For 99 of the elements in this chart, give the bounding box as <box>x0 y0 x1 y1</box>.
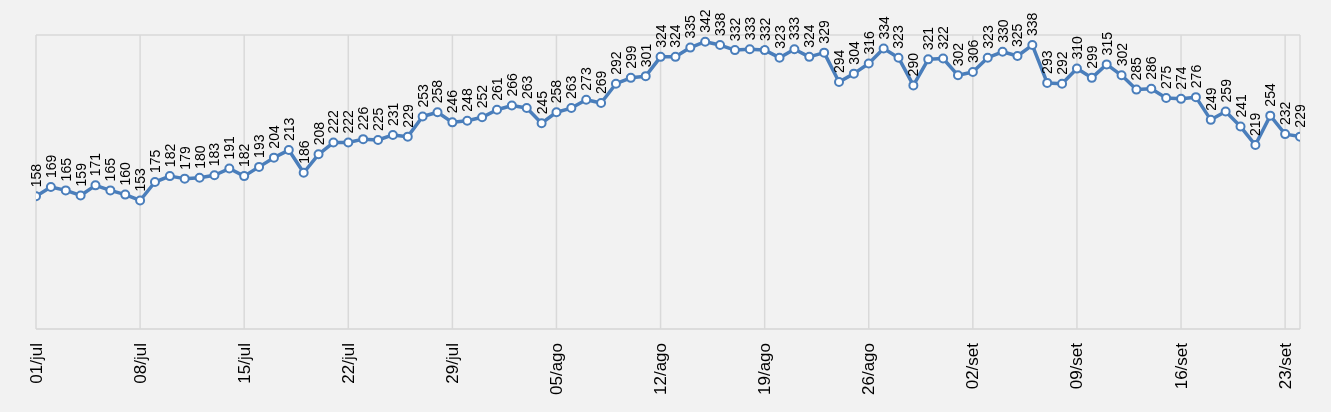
data-label: 261 <box>488 77 505 101</box>
data-label: 325 <box>1009 23 1026 47</box>
data-label: 249 <box>1202 87 1219 111</box>
data-label: 165 <box>57 157 74 182</box>
data-label: 258 <box>429 79 446 104</box>
data-label: 222 <box>340 109 357 134</box>
data-label: 323 <box>979 25 996 49</box>
data-label: 333 <box>786 16 803 41</box>
data-label: 285 <box>1128 57 1145 81</box>
data-label: 183 <box>206 142 223 167</box>
x-tick-label: 22/jul <box>338 343 358 384</box>
data-label: 338 <box>712 12 729 37</box>
x-tick-label: 01/jul <box>26 343 46 384</box>
data-label: 316 <box>860 30 877 55</box>
x-tick-label: 26/ago <box>859 343 879 395</box>
data-label: 333 <box>741 16 758 41</box>
data-label: 248 <box>459 88 476 112</box>
x-tick-label: 08/jul <box>130 343 150 384</box>
data-label: 294 <box>831 49 848 74</box>
data-label: 304 <box>845 41 862 65</box>
data-label: 266 <box>503 72 520 97</box>
data-label: 259 <box>1217 78 1234 103</box>
x-tick-label: 09/set <box>1067 342 1087 390</box>
data-label: 342 <box>697 9 714 33</box>
x-tick-label: 12/ago <box>651 343 671 395</box>
data-label: 258 <box>548 79 565 104</box>
data-label: 292 <box>607 51 624 75</box>
data-label: 254 <box>1262 83 1279 107</box>
data-label: 274 <box>1173 66 1190 90</box>
x-tick-label: 29/jul <box>442 343 462 384</box>
data-label: 263 <box>563 75 580 100</box>
data-label: 241 <box>1232 93 1249 118</box>
data-label: 219 <box>1247 112 1264 137</box>
data-label: 323 <box>771 25 788 49</box>
data-label: 269 <box>593 70 610 95</box>
data-label: 160 <box>117 162 134 186</box>
data-label: 180 <box>191 145 208 169</box>
data-label: 276 <box>1187 64 1204 89</box>
data-label: 171 <box>87 152 104 177</box>
data-label: 299 <box>1083 45 1100 69</box>
data-label: 292 <box>1054 51 1071 75</box>
data-label: 286 <box>1143 56 1160 80</box>
data-label: 191 <box>221 135 238 160</box>
data-label: 253 <box>414 83 431 108</box>
data-label: 335 <box>682 15 699 39</box>
data-label: 306 <box>964 39 981 63</box>
data-label: 329 <box>816 20 833 44</box>
data-label: 175 <box>146 149 163 173</box>
data-label: 293 <box>1039 50 1056 74</box>
data-label: 245 <box>533 90 550 115</box>
x-tick-label: 16/set <box>1171 342 1191 390</box>
data-label: 338 <box>1024 12 1041 37</box>
data-label: 321 <box>920 26 937 51</box>
data-label: 169 <box>42 154 59 179</box>
data-label: 231 <box>384 102 401 126</box>
x-tick-label: 15/jul <box>234 343 254 384</box>
data-label: 302 <box>1113 42 1130 67</box>
x-tick-label: 05/ago <box>546 343 566 395</box>
data-label: 213 <box>280 117 297 142</box>
data-label: 222 <box>325 109 342 134</box>
x-tick-label: 02/set <box>963 342 983 390</box>
data-label: 229 <box>399 104 416 128</box>
data-label: 332 <box>726 17 743 42</box>
data-label: 153 <box>132 167 149 192</box>
data-label: 263 <box>518 75 535 100</box>
data-label: 226 <box>355 106 372 131</box>
data-label: 324 <box>801 24 818 48</box>
x-tick-label: 19/ago <box>755 343 775 395</box>
data-label: 158 <box>28 163 44 188</box>
data-label: 290 <box>905 52 922 77</box>
data-label: 204 <box>265 125 282 149</box>
data-label: 225 <box>370 107 387 131</box>
x-tick-label: 23/set <box>1275 342 1295 390</box>
data-label: 193 <box>251 134 268 158</box>
data-label: 179 <box>176 146 193 170</box>
data-label: 165 <box>102 157 119 182</box>
data-label: 159 <box>72 162 89 187</box>
data-label: 330 <box>994 19 1011 43</box>
data-label: 186 <box>295 140 312 164</box>
data-label: 232 <box>1277 101 1294 126</box>
data-label: 315 <box>1098 31 1115 56</box>
data-label: 299 <box>622 45 639 69</box>
data-label: 324 <box>667 24 684 48</box>
data-label: 332 <box>756 17 773 42</box>
data-label: 252 <box>474 84 491 109</box>
data-label: 324 <box>652 24 669 48</box>
data-label: 229 <box>1292 104 1308 128</box>
data-label: 310 <box>1068 36 1085 60</box>
data-label: 208 <box>310 121 327 146</box>
data-label: 275 <box>1158 65 1175 89</box>
data-label: 334 <box>875 15 892 40</box>
data-label: 246 <box>444 89 461 114</box>
data-label: 302 <box>949 42 966 67</box>
data-label: 182 <box>161 143 178 168</box>
data-label: 182 <box>236 143 253 168</box>
data-label: 273 <box>578 67 595 91</box>
data-label: 322 <box>935 25 952 50</box>
data-label: 301 <box>637 43 654 68</box>
data-label: 323 <box>890 25 907 49</box>
